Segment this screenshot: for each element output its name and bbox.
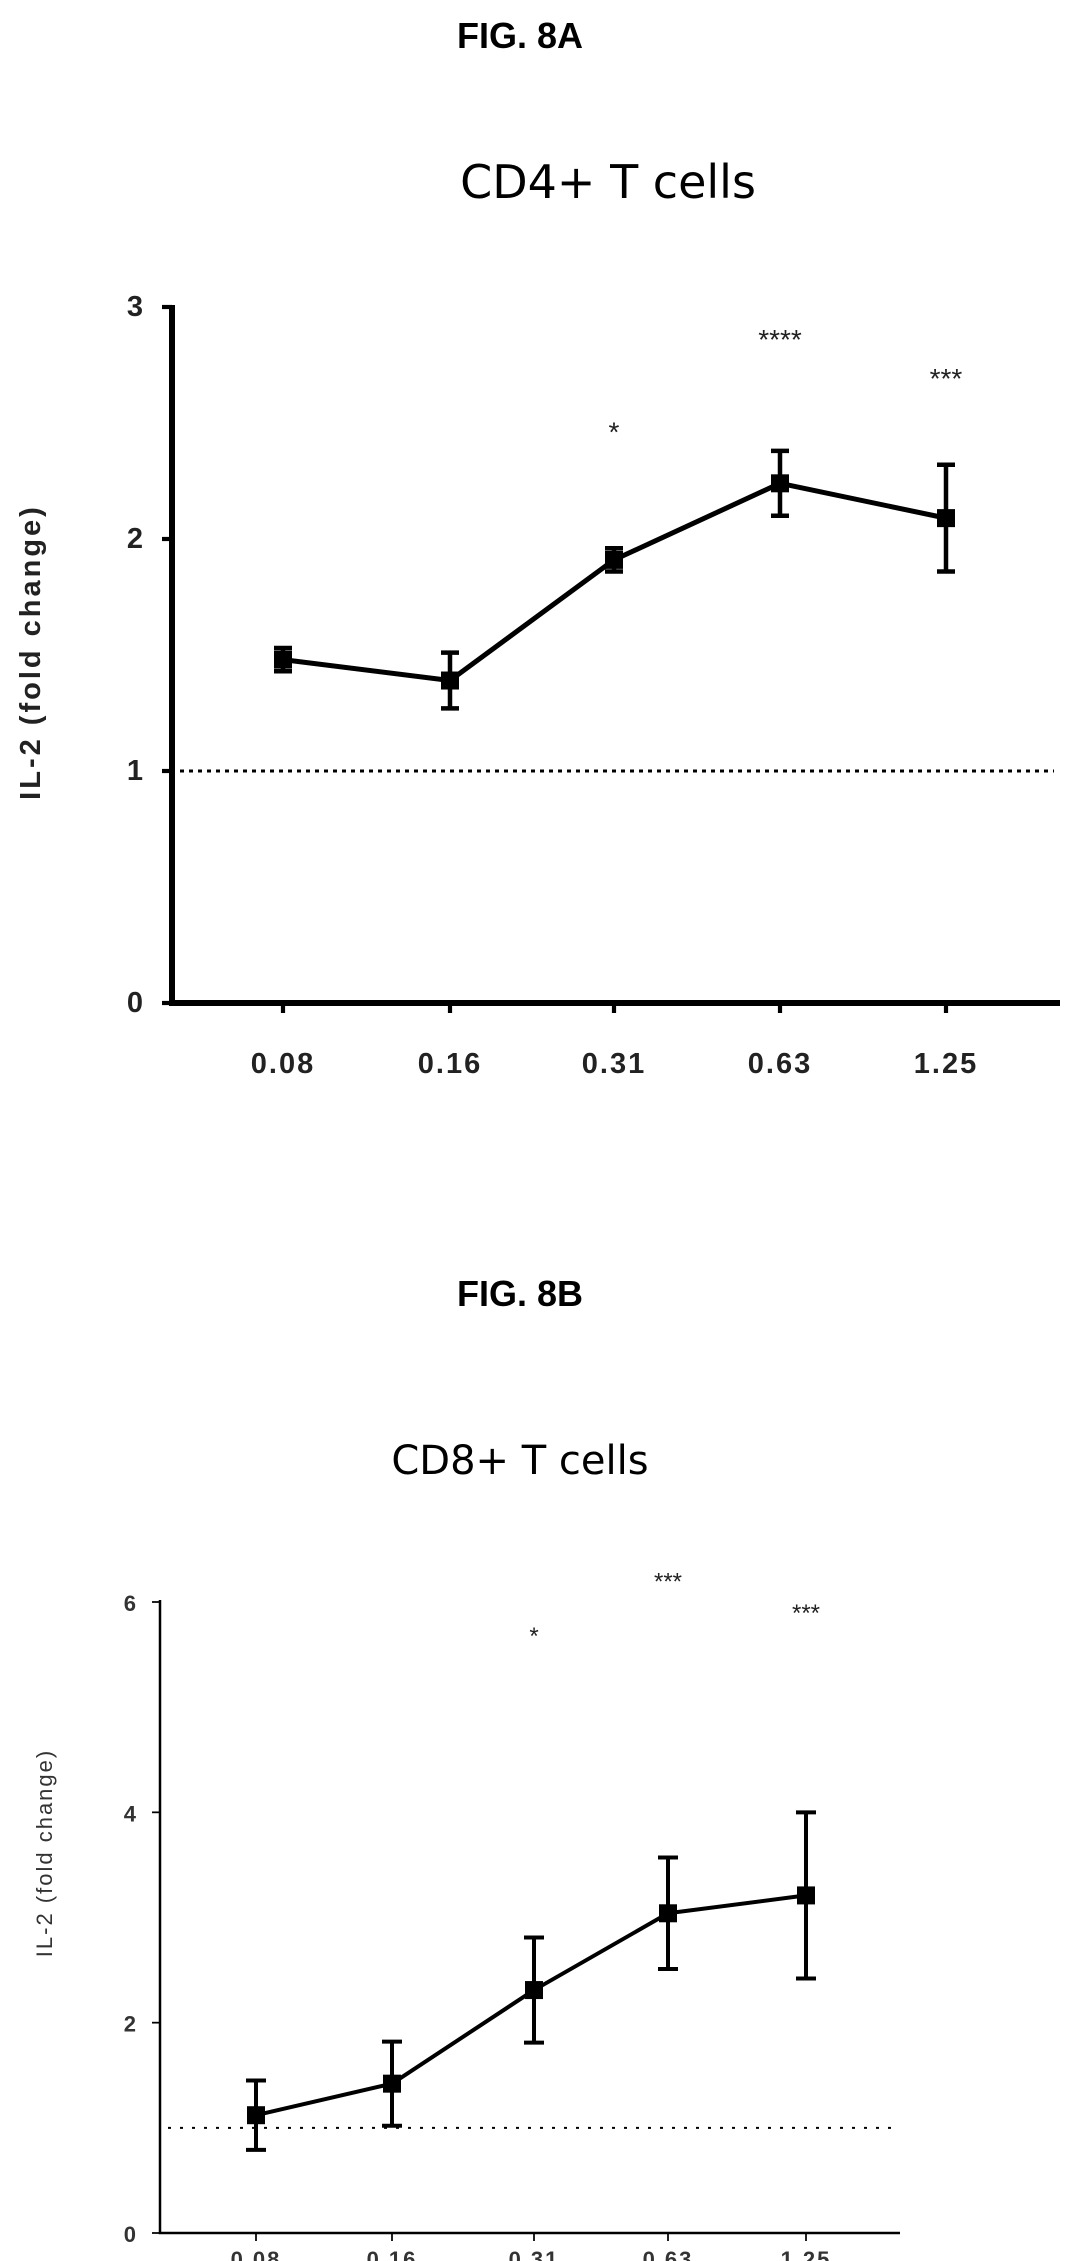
x-tick-label-8b: 1.25: [781, 2247, 832, 2261]
x-tick-label-8b: 0.08: [231, 2247, 282, 2261]
significance-label-8a: ****: [758, 324, 802, 355]
significance-label-8a: ***: [930, 363, 963, 394]
y-tick-label-8b: 0: [124, 2222, 138, 2247]
chart-title-8a: CD4+ T cells: [460, 155, 756, 209]
data-point-8a: [274, 650, 292, 669]
figure-label-8b: FIG. 8B: [457, 1273, 583, 1314]
y-tick-label-8a: 1: [127, 755, 145, 787]
data-point-8b: [659, 1904, 677, 1923]
significance-label-8b: *: [529, 1623, 538, 1650]
figure-label-8a: FIG. 8A: [457, 15, 583, 56]
y-axis-label-8b: IL-2 (fold change): [32, 1749, 57, 1957]
y-tick-label-8b: 6: [124, 1591, 138, 1616]
x-tick-label-8a: 0.08: [251, 1048, 315, 1080]
panel-8a: FIG. 8A CD4+ T cells IL-2 (fold change) …: [15, 15, 1060, 1080]
y-tick-label-8b: 2: [124, 2012, 138, 2037]
y-tick-label-8a: 3: [127, 291, 145, 323]
data-point-8a: [605, 550, 623, 569]
data-point-8b: [797, 1886, 815, 1905]
chart-title-8b: CD8+ T cells: [391, 1438, 648, 1484]
significance-label-8b: ***: [792, 1600, 820, 1627]
series-line-8a: [282, 480, 947, 684]
panel-8b: FIG. 8B CD8+ T cells IL-2 (fold change) …: [32, 1273, 900, 2261]
data-point-8a: [937, 509, 955, 528]
x-tick-label-8a: 0.63: [748, 1048, 812, 1080]
series-line-8b: [255, 1893, 807, 2118]
x-tick-label-8a: 1.25: [914, 1048, 978, 1080]
x-tick-label-8b: 0.16: [367, 2247, 418, 2261]
x-tick-label-8b: 0.63: [643, 2247, 694, 2261]
x-tick-label-8b: 0.31: [509, 2247, 560, 2261]
y-axis-label-8a: IL-2 (fold change): [15, 504, 47, 800]
data-point-8b: [383, 2074, 401, 2093]
data-point-8a: [771, 474, 789, 493]
y-tick-label-8a: 2: [127, 523, 145, 555]
x-tick-label-8a: 0.16: [418, 1048, 482, 1080]
y-tick-label-8a: 0: [127, 987, 145, 1019]
data-point-8a: [441, 671, 459, 690]
data-point-8b: [525, 1981, 543, 2000]
data-point-8b: [247, 2106, 265, 2125]
significance-label-8a: *: [609, 417, 620, 448]
significance-label-8b: ***: [654, 1568, 682, 1595]
y-tick-label-8b: 4: [124, 1801, 138, 1826]
x-tick-label-8a: 0.31: [582, 1048, 646, 1080]
